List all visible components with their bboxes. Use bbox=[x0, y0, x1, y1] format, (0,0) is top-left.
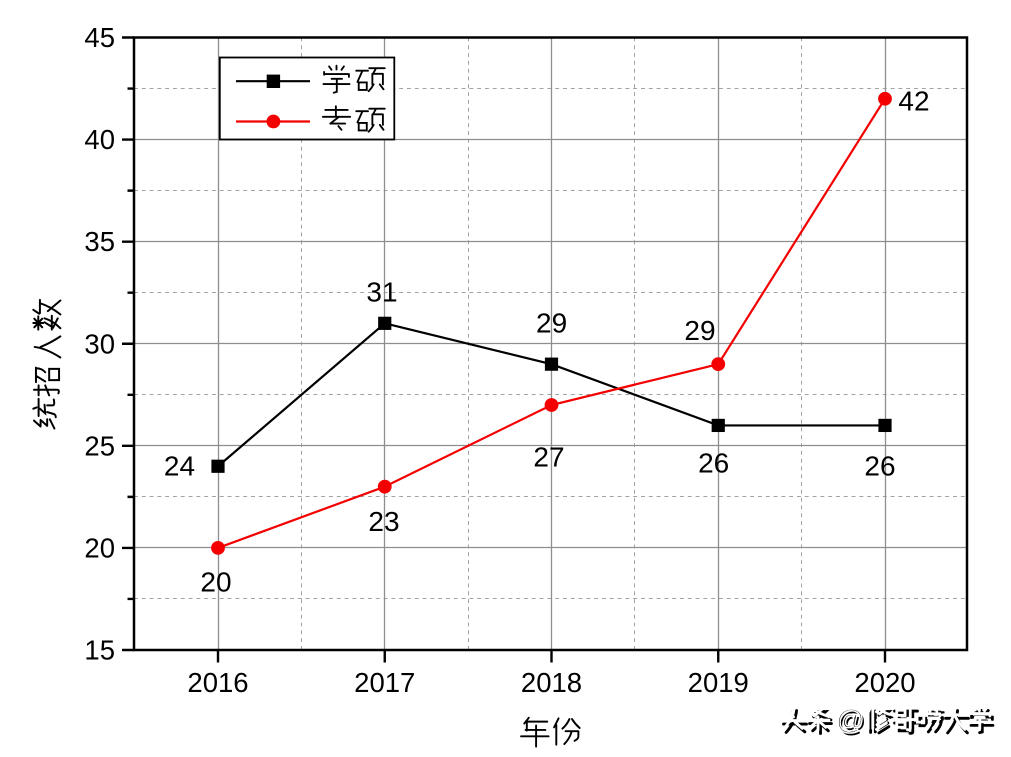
svg-text:25: 25 bbox=[84, 430, 115, 461]
svg-text:2018: 2018 bbox=[521, 667, 582, 698]
svg-text:2016: 2016 bbox=[187, 667, 248, 698]
svg-text:2019: 2019 bbox=[688, 667, 749, 698]
svg-text:@: @ bbox=[836, 704, 864, 735]
svg-text:@: @ bbox=[838, 707, 866, 738]
svg-text:23: 23 bbox=[368, 506, 399, 537]
svg-text:45: 45 bbox=[84, 22, 115, 53]
svg-text:20: 20 bbox=[200, 566, 231, 597]
svg-text:2017: 2017 bbox=[354, 667, 415, 698]
svg-text:15: 15 bbox=[84, 635, 115, 666]
svg-text:24: 24 bbox=[164, 450, 195, 481]
svg-text:42: 42 bbox=[898, 86, 929, 117]
svg-text:29: 29 bbox=[536, 308, 567, 339]
svg-text:2020: 2020 bbox=[854, 667, 915, 698]
svg-text:26: 26 bbox=[698, 448, 729, 479]
svg-text:30: 30 bbox=[84, 328, 115, 359]
svg-text:26: 26 bbox=[864, 451, 895, 482]
svg-text:40: 40 bbox=[84, 124, 115, 155]
svg-text:35: 35 bbox=[84, 226, 115, 257]
svg-text:27: 27 bbox=[533, 442, 564, 473]
svg-text:31: 31 bbox=[366, 277, 397, 308]
svg-text:20: 20 bbox=[84, 532, 115, 563]
svg-text:29: 29 bbox=[684, 315, 715, 346]
